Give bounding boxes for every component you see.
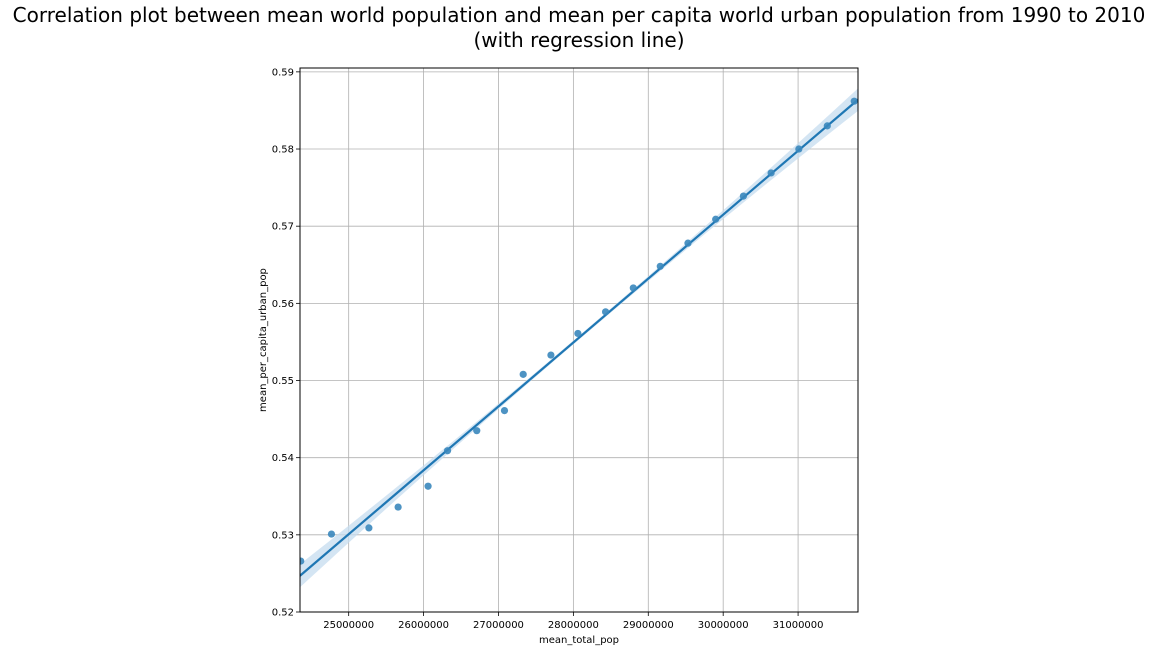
data-point [443,447,452,455]
regression-line [300,98,858,577]
y-tick-label: 0.59 [272,67,294,78]
y-tick-label: 0.57 [272,222,294,233]
y-tick-label: 0.53 [272,530,294,541]
data-point [574,329,582,338]
grid [300,68,858,613]
y-tick-label: 0.52 [272,608,294,619]
data-point [601,308,610,316]
chart-title: Correlation plot between mean world popu… [0,3,1158,53]
data-point [656,262,664,270]
data-point [684,239,692,247]
data-point [473,427,481,435]
data-point [394,503,402,511]
y-tick-label: 0.55 [272,376,294,387]
data-point [519,370,527,378]
regression-line-path [300,98,858,577]
data-point [823,122,831,130]
data-point [365,524,373,532]
data-point [739,192,748,200]
plot-area-frame [299,67,859,613]
y-tick-label: 0.56 [272,299,294,310]
data-point [547,351,555,359]
data-point [767,169,775,177]
data-point [629,284,637,292]
data-point [500,407,509,415]
x-tick-label: 30000000 [698,620,749,631]
x-tick-label: 28000000 [548,620,599,631]
data-point [327,530,336,538]
chart-title-line-1: Correlation plot between mean world popu… [12,3,1146,27]
x-tick-label: 31000000 [773,620,824,631]
x-axis-label: mean_total_pop [539,635,619,646]
x-tick-label: 25000000 [323,620,374,631]
data-point [712,215,720,223]
x-tick-label: 27000000 [473,620,524,631]
y-tick-label: 0.54 [272,453,294,464]
y-axis-ticks: 0.52 0.53 0.54 0.55 0.56 0.57 0.58 0.59 [272,67,300,619]
data-point [850,97,858,105]
x-tick-label: 26000000 [398,620,449,631]
data-point [795,145,803,153]
x-tick-label: 29000000 [623,620,674,631]
data-points [300,97,858,565]
data-point [300,557,305,565]
y-tick-label: 0.58 [272,145,294,156]
y-axis-label: mean_per_capita_urban_pop [258,268,269,412]
x-axis-ticks: 25000000 26000000 27000000 28000000 29000000… [323,612,824,631]
data-point [424,482,432,490]
chart-title-line-2: (with regression line) [473,28,685,52]
